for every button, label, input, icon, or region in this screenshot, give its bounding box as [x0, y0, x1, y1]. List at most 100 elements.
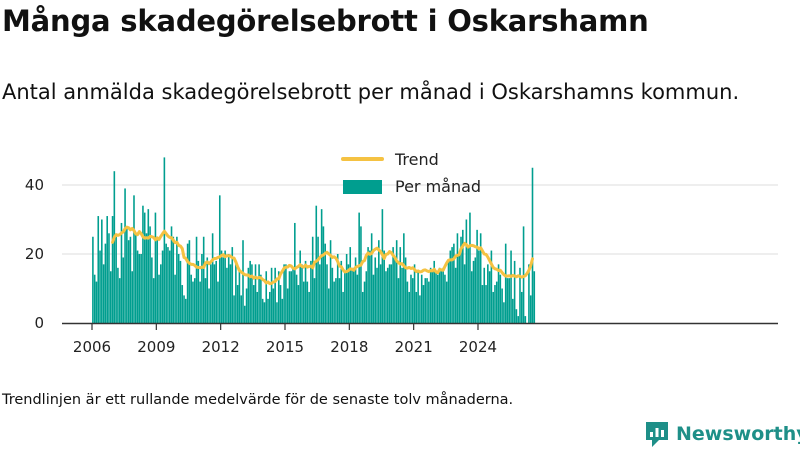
x-axis-ticks: 2006 2009 2012 2015 2018 2021 2024 — [73, 324, 497, 356]
bar — [301, 264, 303, 323]
bar — [497, 264, 500, 323]
legend-trend-label: Trend — [394, 150, 439, 169]
bar — [347, 264, 350, 323]
bar — [519, 267, 521, 323]
bar — [327, 288, 330, 323]
x-tick-label: 2012 — [202, 338, 240, 356]
bar — [102, 264, 105, 323]
bar — [108, 233, 110, 323]
bar — [435, 271, 437, 323]
bar — [149, 226, 151, 323]
bar — [256, 291, 259, 323]
bar — [249, 260, 251, 323]
y-tick-label: 40 — [25, 176, 44, 194]
bar — [529, 295, 532, 323]
bar — [120, 222, 123, 323]
bar — [442, 267, 444, 323]
bar — [126, 226, 128, 323]
bar — [109, 271, 112, 323]
bar — [378, 240, 380, 323]
bar — [310, 260, 312, 323]
bar — [340, 260, 343, 323]
bar — [417, 271, 419, 323]
bar — [386, 267, 389, 323]
bar — [395, 240, 398, 323]
bar — [304, 260, 307, 323]
bar — [117, 267, 119, 323]
bar — [322, 226, 325, 323]
bar — [281, 298, 284, 323]
bar — [208, 288, 210, 323]
bar — [134, 233, 137, 323]
bar — [127, 240, 130, 323]
bar — [501, 288, 503, 323]
bar — [158, 274, 160, 323]
bar — [236, 285, 239, 323]
bar — [470, 271, 473, 323]
bar — [531, 167, 534, 323]
bar — [243, 305, 246, 323]
bar — [370, 233, 373, 323]
brand[interactable]: Newsworthy — [644, 419, 800, 449]
chart-subtitle: Antal anmälda skadegörelsebrott per måna… — [2, 80, 740, 104]
bar — [520, 291, 523, 323]
bar — [165, 243, 167, 323]
bar — [319, 264, 321, 323]
bar — [151, 257, 153, 323]
bar — [444, 274, 446, 323]
bar — [510, 250, 512, 323]
bar — [204, 278, 207, 323]
bar — [192, 281, 194, 323]
bar — [369, 250, 371, 323]
bar — [222, 257, 225, 323]
bar — [226, 267, 228, 323]
bar — [292, 267, 294, 323]
bar — [106, 216, 108, 323]
bar — [288, 271, 291, 323]
bar — [190, 274, 192, 323]
bar — [483, 267, 486, 323]
bar — [462, 229, 464, 323]
bar — [136, 250, 139, 323]
bar — [495, 281, 498, 323]
bar — [354, 257, 357, 323]
bar — [181, 285, 184, 323]
bar — [349, 247, 352, 323]
bar — [247, 267, 250, 323]
bar — [481, 285, 484, 323]
bar — [133, 195, 135, 323]
bar — [415, 291, 418, 323]
bar — [490, 250, 493, 323]
bar — [218, 195, 221, 323]
bar — [274, 267, 276, 323]
bar — [522, 226, 525, 323]
bar — [206, 257, 209, 323]
bar — [199, 281, 201, 323]
bar — [420, 274, 423, 323]
bar — [279, 285, 282, 323]
bar — [487, 264, 489, 323]
bar — [299, 250, 301, 323]
footnote: Trendlinjen är ett rullande medelvärde f… — [2, 392, 514, 408]
bar — [129, 236, 132, 323]
bar — [506, 278, 509, 323]
bar — [381, 209, 384, 323]
bar — [358, 212, 360, 323]
bar — [174, 274, 176, 323]
bar — [478, 250, 480, 323]
bar — [385, 271, 387, 323]
bar — [436, 274, 439, 323]
bar — [390, 264, 393, 323]
bar — [295, 274, 298, 323]
bar — [306, 281, 309, 323]
bar — [451, 247, 453, 323]
bar-series — [92, 157, 536, 323]
x-tick-label: 2015 — [266, 338, 304, 356]
bar — [440, 271, 443, 323]
bar — [163, 157, 166, 323]
y-axis-ticks: 0 20 40 — [25, 176, 44, 332]
x-tick-label: 2021 — [395, 338, 433, 356]
bar — [488, 271, 491, 323]
bar — [177, 254, 180, 323]
bar — [242, 240, 244, 323]
